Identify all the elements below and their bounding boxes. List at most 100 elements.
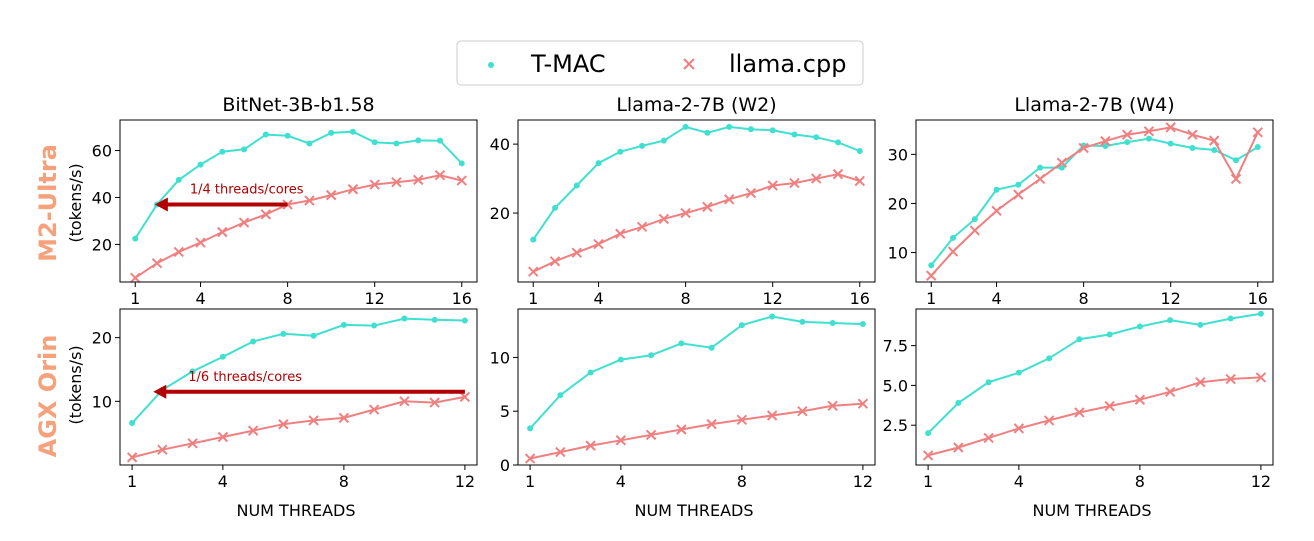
llamacpp-point	[827, 400, 838, 412]
llamacpp-point	[338, 412, 350, 424]
xlabel-col-2: NUM THREADS	[634, 501, 753, 520]
llamacpp-point-stroke-b	[1187, 129, 1198, 140]
llamacpp-point-stroke-b	[528, 266, 539, 277]
llamacpp-point-stroke-b	[706, 418, 717, 430]
llamacpp-point-stroke-b	[789, 177, 800, 189]
y-tick-label: 30	[888, 145, 908, 164]
y-tick-label: 20	[490, 204, 510, 223]
llamacpp-point	[1056, 157, 1068, 168]
tmac-point	[708, 344, 715, 351]
llamacpp-point-stroke-b	[854, 175, 865, 187]
llamacpp-point	[680, 207, 691, 219]
y-tick-label: 7.5	[883, 337, 908, 356]
llamacpp-point-stroke-b	[680, 207, 691, 219]
series-line-llamacpp	[529, 402, 863, 460]
llamacpp-point	[528, 266, 539, 277]
llamacpp-point	[1078, 142, 1089, 154]
series-line-tmac	[927, 312, 1262, 434]
llamacpp-point	[429, 397, 440, 408]
series-line-llamacpp	[134, 174, 463, 279]
llamacpp-point-stroke-b	[1230, 173, 1242, 185]
y-tick-label: 20	[92, 329, 112, 348]
llamacpp-point-stroke-b	[593, 238, 604, 250]
llamacpp-point-stroke-b	[811, 173, 822, 184]
x-tick-label: 4	[218, 472, 228, 491]
tmac-point	[310, 332, 317, 339]
llamacpp-point-stroke-b	[585, 440, 596, 451]
plot-frame	[915, 119, 1274, 283]
tmac-point	[280, 330, 287, 337]
y-tick-label: 40	[92, 188, 112, 207]
tmac-point	[431, 316, 438, 323]
y-tick-label: 10	[888, 244, 908, 263]
tmac-point	[250, 338, 257, 345]
series-line-tmac	[532, 125, 861, 241]
chart-panel-1: BitNet-3B-b1.58 1 4 8 12 16 20 40 60 1/4 threads/…	[92, 94, 478, 308]
y-tick-label: 10	[490, 348, 510, 367]
llamacpp-point	[524, 453, 536, 464]
series-line-llamacpp	[532, 173, 861, 273]
llamacpp-point	[969, 225, 980, 236]
tmac-point	[175, 176, 182, 183]
x-tick-label: 1	[127, 472, 137, 491]
tmac-point	[726, 123, 733, 130]
x-tick-label: 12	[365, 289, 385, 308]
tmac-point	[682, 123, 689, 130]
llamacpp-point-stroke-b	[1143, 126, 1155, 137]
x-tick-label: 1	[926, 289, 936, 308]
llamacpp-point-stroke-b	[1013, 423, 1025, 434]
llamacpp-point-stroke-b	[247, 425, 259, 436]
llamacpp-point	[1164, 386, 1176, 397]
llamacpp-point-stroke-b	[615, 435, 627, 446]
tmac-point	[197, 161, 204, 168]
x-tick-label: 8	[1079, 289, 1089, 308]
arrow-head	[154, 197, 168, 212]
llamacpp-point-stroke-b	[857, 398, 869, 409]
llamacpp-point	[585, 440, 596, 451]
llamacpp-point-stroke-b	[126, 452, 138, 463]
x-tick-label: 4	[991, 289, 1001, 308]
y-tick-label: 20	[92, 235, 112, 254]
x-tick-label: 1	[528, 289, 538, 308]
tmac-point	[769, 313, 776, 320]
x-tick-label: 8	[1135, 472, 1145, 491]
llamacpp-point-stroke-b	[947, 246, 959, 257]
llamacpp-point	[130, 272, 141, 283]
tmac-point	[985, 379, 992, 386]
tmac-point	[1136, 323, 1143, 330]
tmac-point	[813, 134, 820, 141]
llamacpp-point-stroke-b	[391, 177, 402, 188]
chart-panel-4: 1 4 8 12 10 20 1/6 threads/cores	[92, 308, 478, 491]
llamacpp-point-stroke-b	[173, 246, 184, 258]
llamacpp-point-stroke-b	[658, 213, 670, 225]
arrow-label: 1/4 threads/cores	[190, 183, 304, 198]
llamacpp-point-stroke-b	[723, 194, 735, 205]
tmac-point	[1106, 331, 1113, 338]
x-tick-label: 1	[923, 472, 933, 491]
row-label-agx-orin: AGX Orin	[34, 335, 62, 458]
x-tick-label: 8	[339, 472, 349, 491]
llamacpp-point	[706, 418, 717, 430]
chart-panel-5: 1 4 8 12 0 5 10	[490, 308, 876, 491]
tmac-point	[648, 352, 655, 359]
legend: T-MAC llama.cpp	[456, 40, 864, 86]
llamacpp-point	[347, 184, 359, 195]
llamacpp-point	[278, 419, 289, 430]
x-tick-label: 16	[1248, 289, 1268, 308]
llamacpp-point-stroke-b	[187, 438, 198, 449]
tmac-point	[461, 317, 468, 324]
arrow-label: 1/6 threads/cores	[188, 370, 302, 385]
llamacpp-point	[151, 258, 163, 269]
x-tick-label: 12	[455, 472, 475, 491]
tmac-point	[799, 318, 806, 325]
llamacpp-point	[1134, 394, 1146, 405]
series-line-tmac	[529, 315, 863, 430]
llamacpp-point-stroke-b	[991, 205, 1002, 217]
llamacpp-point	[947, 246, 959, 257]
llamacpp-point	[304, 195, 315, 206]
tmac-point	[1257, 310, 1264, 317]
tmac-point	[340, 321, 347, 328]
legend-label-tmac: T-MAC	[530, 50, 606, 78]
llamacpp-point	[391, 177, 402, 188]
